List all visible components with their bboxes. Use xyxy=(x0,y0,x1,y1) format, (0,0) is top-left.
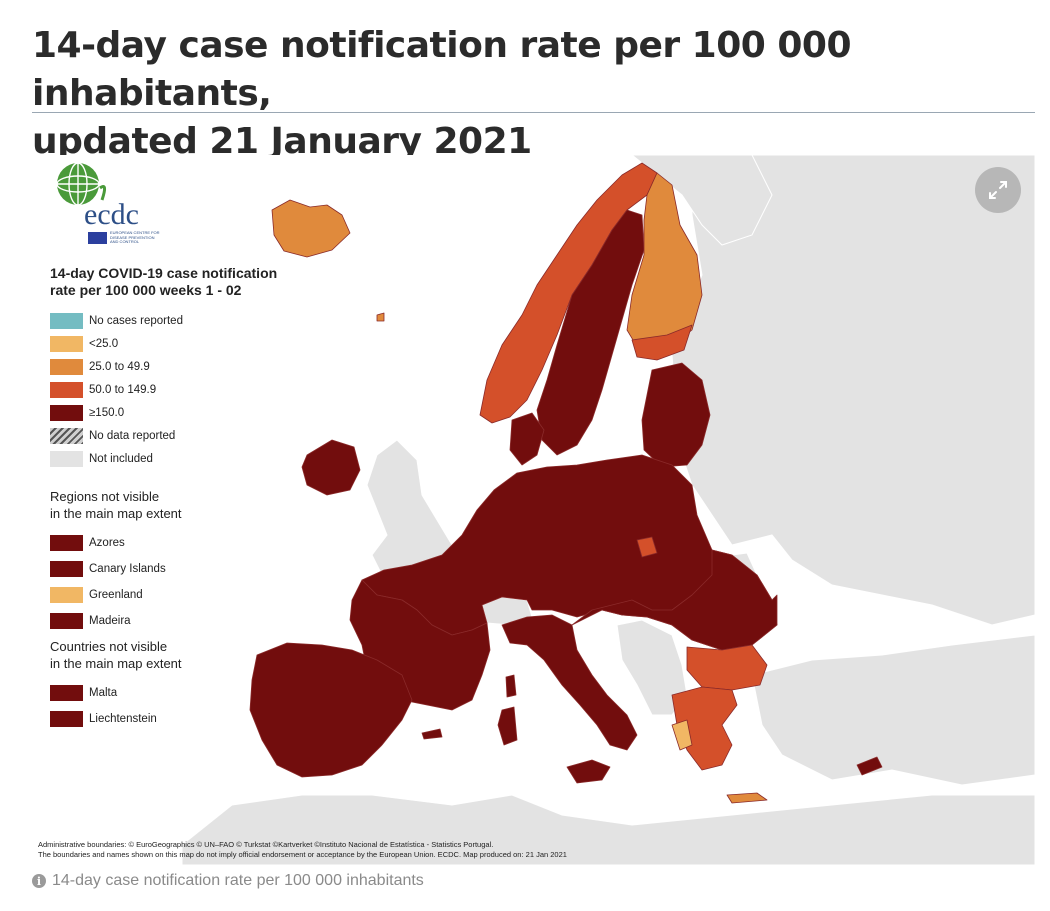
page-title-line-1: 14-day case notification rate per 100 00… xyxy=(32,25,852,114)
legend-region-item: Madeira xyxy=(50,608,330,634)
legend-class-swatch xyxy=(50,427,83,444)
legend-region-item: Azores xyxy=(50,530,330,556)
corsica xyxy=(505,674,517,698)
svalbard-islands xyxy=(376,312,385,322)
legend-region-label: Greenland xyxy=(89,589,143,601)
legend-class-label: ≥150.0 xyxy=(89,406,125,419)
italy xyxy=(501,614,638,751)
legend-country-item: Malta xyxy=(50,680,330,706)
sweden xyxy=(536,209,645,456)
map-figure[interactable]: ecdc EUROPEAN CENTRE FOR DISEASE PREVENT… xyxy=(32,155,1035,865)
legend-class-item: Not included xyxy=(50,447,330,470)
sardinia xyxy=(497,706,518,746)
legend-region-swatch xyxy=(50,535,83,551)
legend-country-item: Liechtenstein xyxy=(50,706,330,732)
sicily xyxy=(566,759,611,784)
legend-class-swatch xyxy=(50,312,83,329)
legend-region-swatch xyxy=(50,561,83,577)
legend-countries: Malta Liechtenstein xyxy=(50,680,330,732)
iberia xyxy=(249,642,413,778)
info-icon: i xyxy=(32,874,46,888)
legend-country-label: Liechtenstein xyxy=(89,713,157,725)
legend-region-swatch xyxy=(50,587,83,603)
legend-class-item: ≥150.0 xyxy=(50,401,330,424)
finland-south xyxy=(631,324,693,361)
uk-region xyxy=(366,439,453,576)
legend-region-item: Greenland xyxy=(50,582,330,608)
highlight-region xyxy=(636,536,658,558)
regions-heading: Regions not visible in the main map exte… xyxy=(50,489,182,521)
southeast-europe xyxy=(571,549,778,651)
legend-region-swatch xyxy=(50,613,83,629)
balearic-islands xyxy=(421,728,443,740)
legend-country-label: Malta xyxy=(89,687,118,699)
legend-class-item: No data reported xyxy=(50,424,330,447)
legend-class-item: 25.0 to 49.9 xyxy=(50,355,330,378)
legend-class-label: Not included xyxy=(89,452,153,465)
eu-eea-countries xyxy=(249,162,883,804)
caption-text: 14-day case notification rate per 100 00… xyxy=(52,872,424,889)
europe-map[interactable] xyxy=(32,155,1035,865)
expand-button[interactable] xyxy=(975,167,1021,213)
legend-class-swatch xyxy=(50,404,83,421)
greece-north-orange xyxy=(671,719,693,751)
iceland xyxy=(271,199,351,258)
eu-flag-icon xyxy=(88,232,107,244)
legend-class-swatch xyxy=(50,358,83,375)
legend-class-item: <25.0 xyxy=(50,332,330,355)
legend-class-label: No cases reported xyxy=(89,314,183,327)
legend-classes: No cases reported <25.0 25.0 to 49.9 50.0 t… xyxy=(50,309,330,470)
logo-wordmark: ecdc xyxy=(84,198,139,231)
crete xyxy=(726,792,768,804)
baltics xyxy=(641,362,711,468)
denmark xyxy=(509,412,545,466)
legend-class-label: 25.0 to 49.9 xyxy=(89,360,150,373)
legend-class-swatch xyxy=(50,381,83,398)
legend-region-label: Madeira xyxy=(89,615,131,627)
legend-class-item: 50.0 to 149.9 xyxy=(50,378,330,401)
countries-heading: Countries not visible in the main map ex… xyxy=(50,639,182,671)
ecdc-logo: ecdc EUROPEAN CENTRE FOR DISEASE PREVENT… xyxy=(50,160,160,244)
legend-class-label: <25.0 xyxy=(89,337,119,350)
legend-title: 14-day COVID-19 case notification rate p… xyxy=(50,265,278,298)
legend-class-swatch xyxy=(50,335,83,352)
north-africa-region xyxy=(181,794,1035,865)
cyprus xyxy=(856,756,883,776)
figure-caption: i 14-day case notification rate per 100 … xyxy=(32,872,424,890)
globe-icon xyxy=(56,162,107,206)
legend-region-label: Canary Islands xyxy=(89,563,166,575)
logo-subtext: EUROPEAN CENTRE FOR DISEASE PREVENTION A… xyxy=(110,230,160,244)
non-eu-land xyxy=(181,155,1035,865)
bulgaria xyxy=(686,644,768,691)
legend-class-label: 50.0 to 149.9 xyxy=(89,383,157,396)
expand-icon xyxy=(989,181,1007,199)
kola-region xyxy=(631,155,773,246)
ireland xyxy=(301,439,361,496)
page-title: 14-day case notification rate per 100 00… xyxy=(32,22,1022,166)
title-divider xyxy=(32,112,1035,113)
legend-class-item: No cases reported xyxy=(50,309,330,332)
turkey-region xyxy=(751,634,1035,786)
legend-country-swatch xyxy=(50,711,83,727)
legend-region-label: Azores xyxy=(89,537,125,549)
legend-class-swatch xyxy=(50,450,83,467)
legend-country-swatch xyxy=(50,685,83,701)
legend-regions: Azores Canary Islands Greenland Madeira xyxy=(50,530,330,634)
map-credits: Administrative boundaries: © EuroGeograp… xyxy=(38,840,567,859)
map-legend: 14-day COVID-19 case notification rate p… xyxy=(50,265,330,732)
legend-class-label: No data reported xyxy=(89,429,176,442)
legend-region-item: Canary Islands xyxy=(50,556,330,582)
